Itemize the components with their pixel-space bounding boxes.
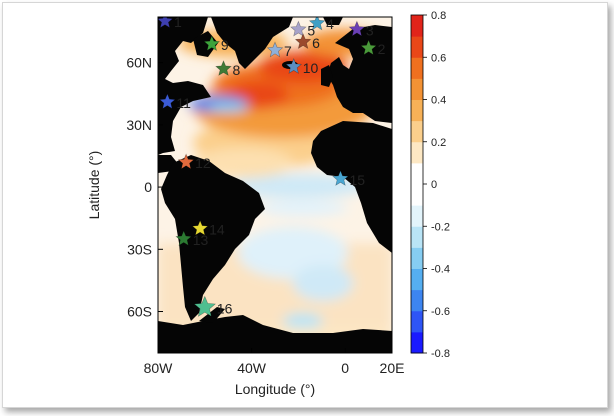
site-star-marker bbox=[285, 58, 303, 74]
site-label: 12 bbox=[195, 155, 211, 171]
colorbar bbox=[410, 14, 424, 354]
site-star-marker bbox=[193, 295, 217, 317]
x-tick-label: 80W bbox=[144, 360, 174, 376]
africa-land bbox=[311, 121, 392, 253]
colorbar-segment bbox=[411, 310, 423, 333]
site-star-marker bbox=[175, 230, 193, 247]
y-tick-label: 30S bbox=[127, 241, 152, 257]
x-axis-title: Longitude (°) bbox=[235, 381, 315, 397]
site-label: 4 bbox=[326, 16, 334, 32]
y-tick-label: 60S bbox=[127, 304, 152, 320]
colorbar-tick-label: -0.6 bbox=[431, 306, 450, 318]
colorbar-segment bbox=[411, 205, 423, 227]
site-label: 11 bbox=[176, 95, 191, 111]
colorbar-segment bbox=[411, 162, 423, 185]
site-star-marker bbox=[332, 170, 349, 186]
site-label: 13 bbox=[193, 232, 209, 248]
site-label: 14 bbox=[209, 222, 225, 238]
colorbar-tick-label: -0.2 bbox=[431, 221, 450, 233]
colorbar-tick-label: 0.4 bbox=[431, 95, 446, 107]
site-label: 10 bbox=[303, 60, 319, 76]
colorbar-segment bbox=[411, 99, 423, 122]
y-axis: 60N 30N 0 30S 60S bbox=[126, 55, 163, 320]
site-star-marker bbox=[159, 93, 176, 110]
site-label: 16 bbox=[217, 300, 233, 316]
site-star-marker bbox=[360, 39, 377, 56]
site-label: 2 bbox=[378, 41, 386, 57]
colorbar-tick-label: 0.8 bbox=[431, 10, 446, 22]
colorbar-ticks: 0.8 0.6 0.4 0.2 0 -0.2 -0.4 -0.6 -0.8 bbox=[423, 10, 450, 360]
colorbar-segment bbox=[411, 247, 423, 269]
site-label: 8 bbox=[233, 62, 241, 78]
colorbar-tick-label: -0.4 bbox=[431, 264, 450, 276]
y-tick-label: 0 bbox=[144, 179, 152, 195]
site-label: 1 bbox=[174, 14, 182, 30]
site-label: 7 bbox=[284, 43, 292, 59]
site-star-marker bbox=[266, 41, 284, 58]
site-star-marker bbox=[177, 153, 195, 170]
colorbar-segment bbox=[411, 57, 423, 79]
colorbar-tick-label: 0 bbox=[431, 179, 437, 191]
x-tick-label: 0 bbox=[341, 360, 349, 376]
colorbar-segment bbox=[411, 15, 423, 37]
land-masses bbox=[158, 17, 392, 353]
site-label: 5 bbox=[307, 22, 315, 38]
y-axis-title: Latitude (°) bbox=[86, 151, 102, 220]
colorbar-segment bbox=[411, 36, 423, 58]
antarctic-peninsula-land bbox=[199, 307, 225, 323]
colorbar-tick-label: 0.2 bbox=[431, 137, 446, 149]
site-star-marker bbox=[294, 33, 312, 50]
british-isles-land bbox=[321, 65, 333, 87]
europe-land bbox=[327, 25, 392, 123]
x-tick-label: 20E bbox=[380, 360, 405, 376]
colorbar-segment bbox=[411, 120, 423, 143]
site-star-marker bbox=[290, 20, 307, 37]
site-star-marker bbox=[348, 20, 366, 37]
site-label: 15 bbox=[350, 172, 366, 188]
site-label: 9 bbox=[221, 37, 229, 53]
colorbar-segment bbox=[411, 289, 423, 312]
site-star-marker bbox=[203, 35, 221, 52]
site-star-marker bbox=[191, 219, 209, 236]
colorbar-segment bbox=[411, 226, 423, 248]
x-tick-label: 40W bbox=[237, 360, 267, 376]
north-america-land bbox=[158, 17, 211, 155]
south-america-land bbox=[161, 155, 265, 321]
site-star-marker bbox=[158, 17, 174, 29]
plot-border bbox=[157, 16, 393, 354]
site-star-marker bbox=[308, 17, 326, 31]
svalbard-land bbox=[323, 17, 343, 25]
colorbar-segment bbox=[411, 268, 423, 291]
figure-frame: 1 2 3 4 5 6 7 8 9 10 11 12 13 14 15 16 80W 40W 0 20E 60N 30… bbox=[2, 2, 608, 408]
colorbar-segment bbox=[411, 184, 423, 206]
x-axis: 80W 40W 0 20E bbox=[144, 348, 405, 376]
colorbar-tick-label: -0.8 bbox=[431, 348, 450, 360]
site-label: 6 bbox=[312, 35, 320, 51]
y-tick-label: 60N bbox=[126, 55, 152, 71]
antarctica-land bbox=[158, 315, 392, 353]
site-label: 3 bbox=[366, 22, 374, 38]
y-tick-label: 30N bbox=[126, 117, 152, 133]
greenland-land bbox=[211, 17, 293, 69]
site-star-marker bbox=[215, 60, 232, 76]
colorbar-segment bbox=[411, 331, 423, 354]
colorbar-tick-label: 0.6 bbox=[431, 52, 446, 64]
colorbar-segment bbox=[411, 78, 423, 100]
colorbar-segment bbox=[411, 141, 423, 164]
